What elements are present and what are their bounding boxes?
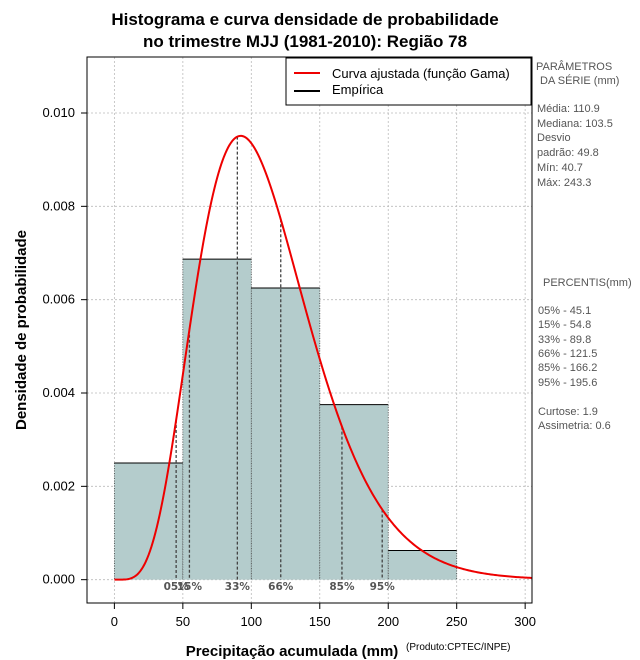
y-tick-label-3: 0.006	[42, 292, 75, 307]
percentile-95: 95% - 195.6	[538, 377, 597, 389]
param-mean: Média: 110.9	[537, 103, 600, 115]
legend: Curva ajustada (função Gama) Empírica	[285, 57, 532, 106]
y-tick-label-4: 0.008	[42, 198, 75, 213]
chart-title-line-2: no trimestre MJJ (1981-2010): Região 78	[143, 32, 467, 51]
legend-box	[285, 57, 532, 106]
percentile-15: 15% - 54.8	[538, 319, 591, 331]
params-title-line-1: PARÂMETROS	[536, 60, 612, 73]
legend-label-empirical: Empírica	[332, 82, 384, 97]
percentile-mark-label-1: 15%	[177, 581, 203, 593]
x-tick-label-6: 300	[514, 614, 536, 629]
percentile-05: 05% - 45.1	[538, 305, 591, 317]
param-median: Mediana: 103.5	[537, 118, 613, 130]
x-tick-label-4: 200	[377, 614, 399, 629]
histogram-bar-3	[319, 404, 389, 580]
y-tick-label-0: 0.000	[42, 572, 75, 587]
percentiles-title: PERCENTIS(mm)	[543, 277, 632, 289]
chart-title-line-1: Histograma e curva densidade de probabil…	[111, 10, 498, 29]
percentile-mark-label-4: 85%	[329, 581, 355, 593]
x-tick-label-0: 0	[111, 614, 118, 629]
x-axis-title: Precipitação acumulada (mm)	[186, 643, 399, 660]
x-axis: 0 50 100 150 200 250 300	[111, 602, 536, 629]
x-tick-label-1: 50	[176, 614, 190, 629]
x-tick-label-3: 150	[309, 614, 331, 629]
percentile-66: 66% - 121.5	[538, 348, 597, 360]
legend-label-curve: Curva ajustada (função Gama)	[332, 66, 510, 81]
percentile-mark-label-3: 66%	[268, 581, 294, 593]
percentile-mark-label-2: 33%	[225, 581, 251, 593]
percentile-mark-labels: 05%15% 33% 66% 85% 95%	[164, 581, 396, 593]
histogram-bar-0	[114, 463, 183, 580]
stat-kurtosis: Curtose: 1.9	[538, 406, 598, 418]
histogram-bar-1	[182, 259, 252, 580]
histogram-bar-2	[251, 288, 320, 580]
param-stddev-label: Desvio	[537, 132, 571, 144]
percentile-85: 85% - 166.2	[538, 362, 597, 374]
percentile-lines	[175, 136, 383, 580]
percentile-33: 33% - 89.8	[538, 334, 591, 346]
histogram-bars	[113, 258, 458, 580]
gamma-density-curve	[114, 134, 533, 581]
y-tick-label-5: 0.010	[42, 105, 75, 120]
percentile-mark-label-5: 95%	[370, 581, 396, 593]
params-title-line-2: DA SÉRIE (mm)	[540, 74, 619, 87]
y-tick-label-1: 0.002	[42, 478, 75, 493]
param-min: Mín: 40.7	[537, 162, 583, 174]
percentile-mark-label-0: 05%	[164, 581, 190, 593]
y-axis: 0.000 0.002 0.004 0.006 0.008 0.010	[42, 105, 87, 587]
histogram-bar-4	[388, 550, 457, 580]
param-stddev-value: padrão: 49.8	[537, 147, 599, 159]
y-tick-label-2: 0.004	[42, 385, 75, 400]
x-tick-label-5: 250	[446, 614, 468, 629]
y-axis-title: Densidade de probabilidade	[13, 230, 30, 430]
stat-skewness: Assimetria: 0.6	[538, 420, 611, 432]
x-tick-label-2: 100	[240, 614, 262, 629]
credit-label: (Produto:CPTEC/INPE)	[406, 642, 510, 653]
side-panel: PARÂMETROS DA SÉRIE (mm) Média: 110.9 Me…	[536, 60, 632, 432]
param-max: Máx: 243.3	[537, 177, 591, 189]
